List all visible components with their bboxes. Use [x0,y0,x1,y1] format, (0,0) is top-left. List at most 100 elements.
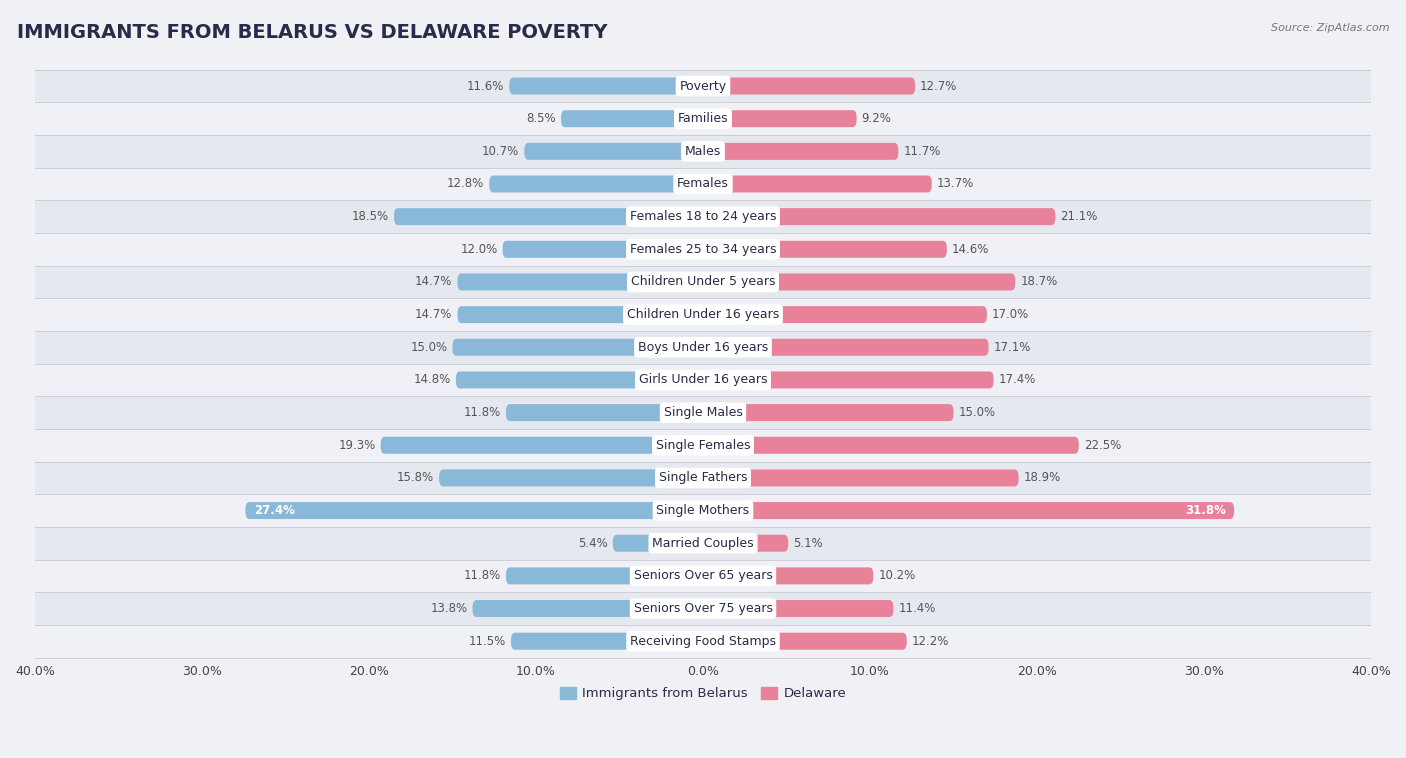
FancyBboxPatch shape [703,208,1056,225]
Text: Single Females: Single Females [655,439,751,452]
Bar [35,102,1371,135]
FancyBboxPatch shape [472,600,703,617]
Text: 8.5%: 8.5% [526,112,555,125]
Text: 13.8%: 13.8% [430,602,468,615]
Bar [35,462,1371,494]
FancyBboxPatch shape [703,600,893,617]
FancyBboxPatch shape [703,404,953,421]
FancyBboxPatch shape [703,176,932,193]
Text: 14.7%: 14.7% [415,309,453,321]
FancyBboxPatch shape [502,241,703,258]
Text: Source: ZipAtlas.com: Source: ZipAtlas.com [1271,23,1389,33]
Bar [35,364,1371,396]
Text: 21.1%: 21.1% [1060,210,1098,223]
Text: Males: Males [685,145,721,158]
Text: 11.8%: 11.8% [464,569,501,582]
Text: 17.1%: 17.1% [994,341,1031,354]
Text: 27.4%: 27.4% [253,504,295,517]
Text: 5.1%: 5.1% [793,537,823,550]
Text: IMMIGRANTS FROM BELARUS VS DELAWARE POVERTY: IMMIGRANTS FROM BELARUS VS DELAWARE POVE… [17,23,607,42]
Text: Families: Families [678,112,728,125]
Bar [35,168,1371,200]
Text: Females 25 to 34 years: Females 25 to 34 years [630,243,776,255]
Text: 18.7%: 18.7% [1021,275,1057,289]
FancyBboxPatch shape [439,469,703,487]
Bar [35,429,1371,462]
FancyBboxPatch shape [246,502,703,519]
FancyBboxPatch shape [703,534,789,552]
Text: Single Mothers: Single Mothers [657,504,749,517]
Text: 17.4%: 17.4% [998,374,1036,387]
Bar [35,265,1371,299]
FancyBboxPatch shape [394,208,703,225]
Text: 11.7%: 11.7% [904,145,941,158]
Text: 12.8%: 12.8% [447,177,484,190]
FancyBboxPatch shape [703,633,907,650]
FancyBboxPatch shape [703,241,946,258]
Text: Females 18 to 24 years: Females 18 to 24 years [630,210,776,223]
Text: Married Couples: Married Couples [652,537,754,550]
Text: Single Fathers: Single Fathers [659,471,747,484]
Text: Females: Females [678,177,728,190]
FancyBboxPatch shape [703,502,1234,519]
Text: 31.8%: 31.8% [1185,504,1226,517]
Text: 12.0%: 12.0% [460,243,498,255]
Bar [35,233,1371,265]
FancyBboxPatch shape [489,176,703,193]
FancyBboxPatch shape [703,274,1015,290]
FancyBboxPatch shape [703,371,994,388]
Bar [35,494,1371,527]
Text: 14.6%: 14.6% [952,243,990,255]
Text: Poverty: Poverty [679,80,727,92]
Bar [35,331,1371,364]
FancyBboxPatch shape [703,143,898,160]
FancyBboxPatch shape [457,306,703,323]
Text: 11.5%: 11.5% [468,634,506,647]
Text: 15.0%: 15.0% [959,406,995,419]
FancyBboxPatch shape [703,437,1078,454]
Text: Receiving Food Stamps: Receiving Food Stamps [630,634,776,647]
Text: Seniors Over 65 years: Seniors Over 65 years [634,569,772,582]
Bar [35,299,1371,331]
FancyBboxPatch shape [457,274,703,290]
Bar [35,396,1371,429]
FancyBboxPatch shape [506,568,703,584]
Text: 18.5%: 18.5% [352,210,389,223]
Text: 11.8%: 11.8% [464,406,501,419]
Text: 10.2%: 10.2% [879,569,915,582]
Bar [35,625,1371,657]
Text: 11.6%: 11.6% [467,80,505,92]
Text: 12.7%: 12.7% [920,80,957,92]
Legend: Immigrants from Belarus, Delaware: Immigrants from Belarus, Delaware [554,681,852,706]
Bar [35,70,1371,102]
FancyBboxPatch shape [510,633,703,650]
FancyBboxPatch shape [703,339,988,356]
Text: 13.7%: 13.7% [936,177,974,190]
FancyBboxPatch shape [561,110,703,127]
FancyBboxPatch shape [456,371,703,388]
Text: 12.2%: 12.2% [911,634,949,647]
Text: 15.0%: 15.0% [411,341,447,354]
Text: 11.4%: 11.4% [898,602,936,615]
Text: 18.9%: 18.9% [1024,471,1062,484]
Text: 14.8%: 14.8% [413,374,451,387]
FancyBboxPatch shape [703,110,856,127]
FancyBboxPatch shape [703,568,873,584]
FancyBboxPatch shape [381,437,703,454]
FancyBboxPatch shape [453,339,703,356]
FancyBboxPatch shape [703,469,1019,487]
Bar [35,200,1371,233]
Bar [35,135,1371,168]
Text: 14.7%: 14.7% [415,275,453,289]
FancyBboxPatch shape [509,77,703,95]
Text: Single Males: Single Males [664,406,742,419]
FancyBboxPatch shape [524,143,703,160]
FancyBboxPatch shape [506,404,703,421]
Text: Children Under 5 years: Children Under 5 years [631,275,775,289]
Text: 22.5%: 22.5% [1084,439,1121,452]
Text: Seniors Over 75 years: Seniors Over 75 years [634,602,772,615]
FancyBboxPatch shape [613,534,703,552]
Text: 17.0%: 17.0% [993,309,1029,321]
Text: 10.7%: 10.7% [482,145,519,158]
Text: 5.4%: 5.4% [578,537,607,550]
